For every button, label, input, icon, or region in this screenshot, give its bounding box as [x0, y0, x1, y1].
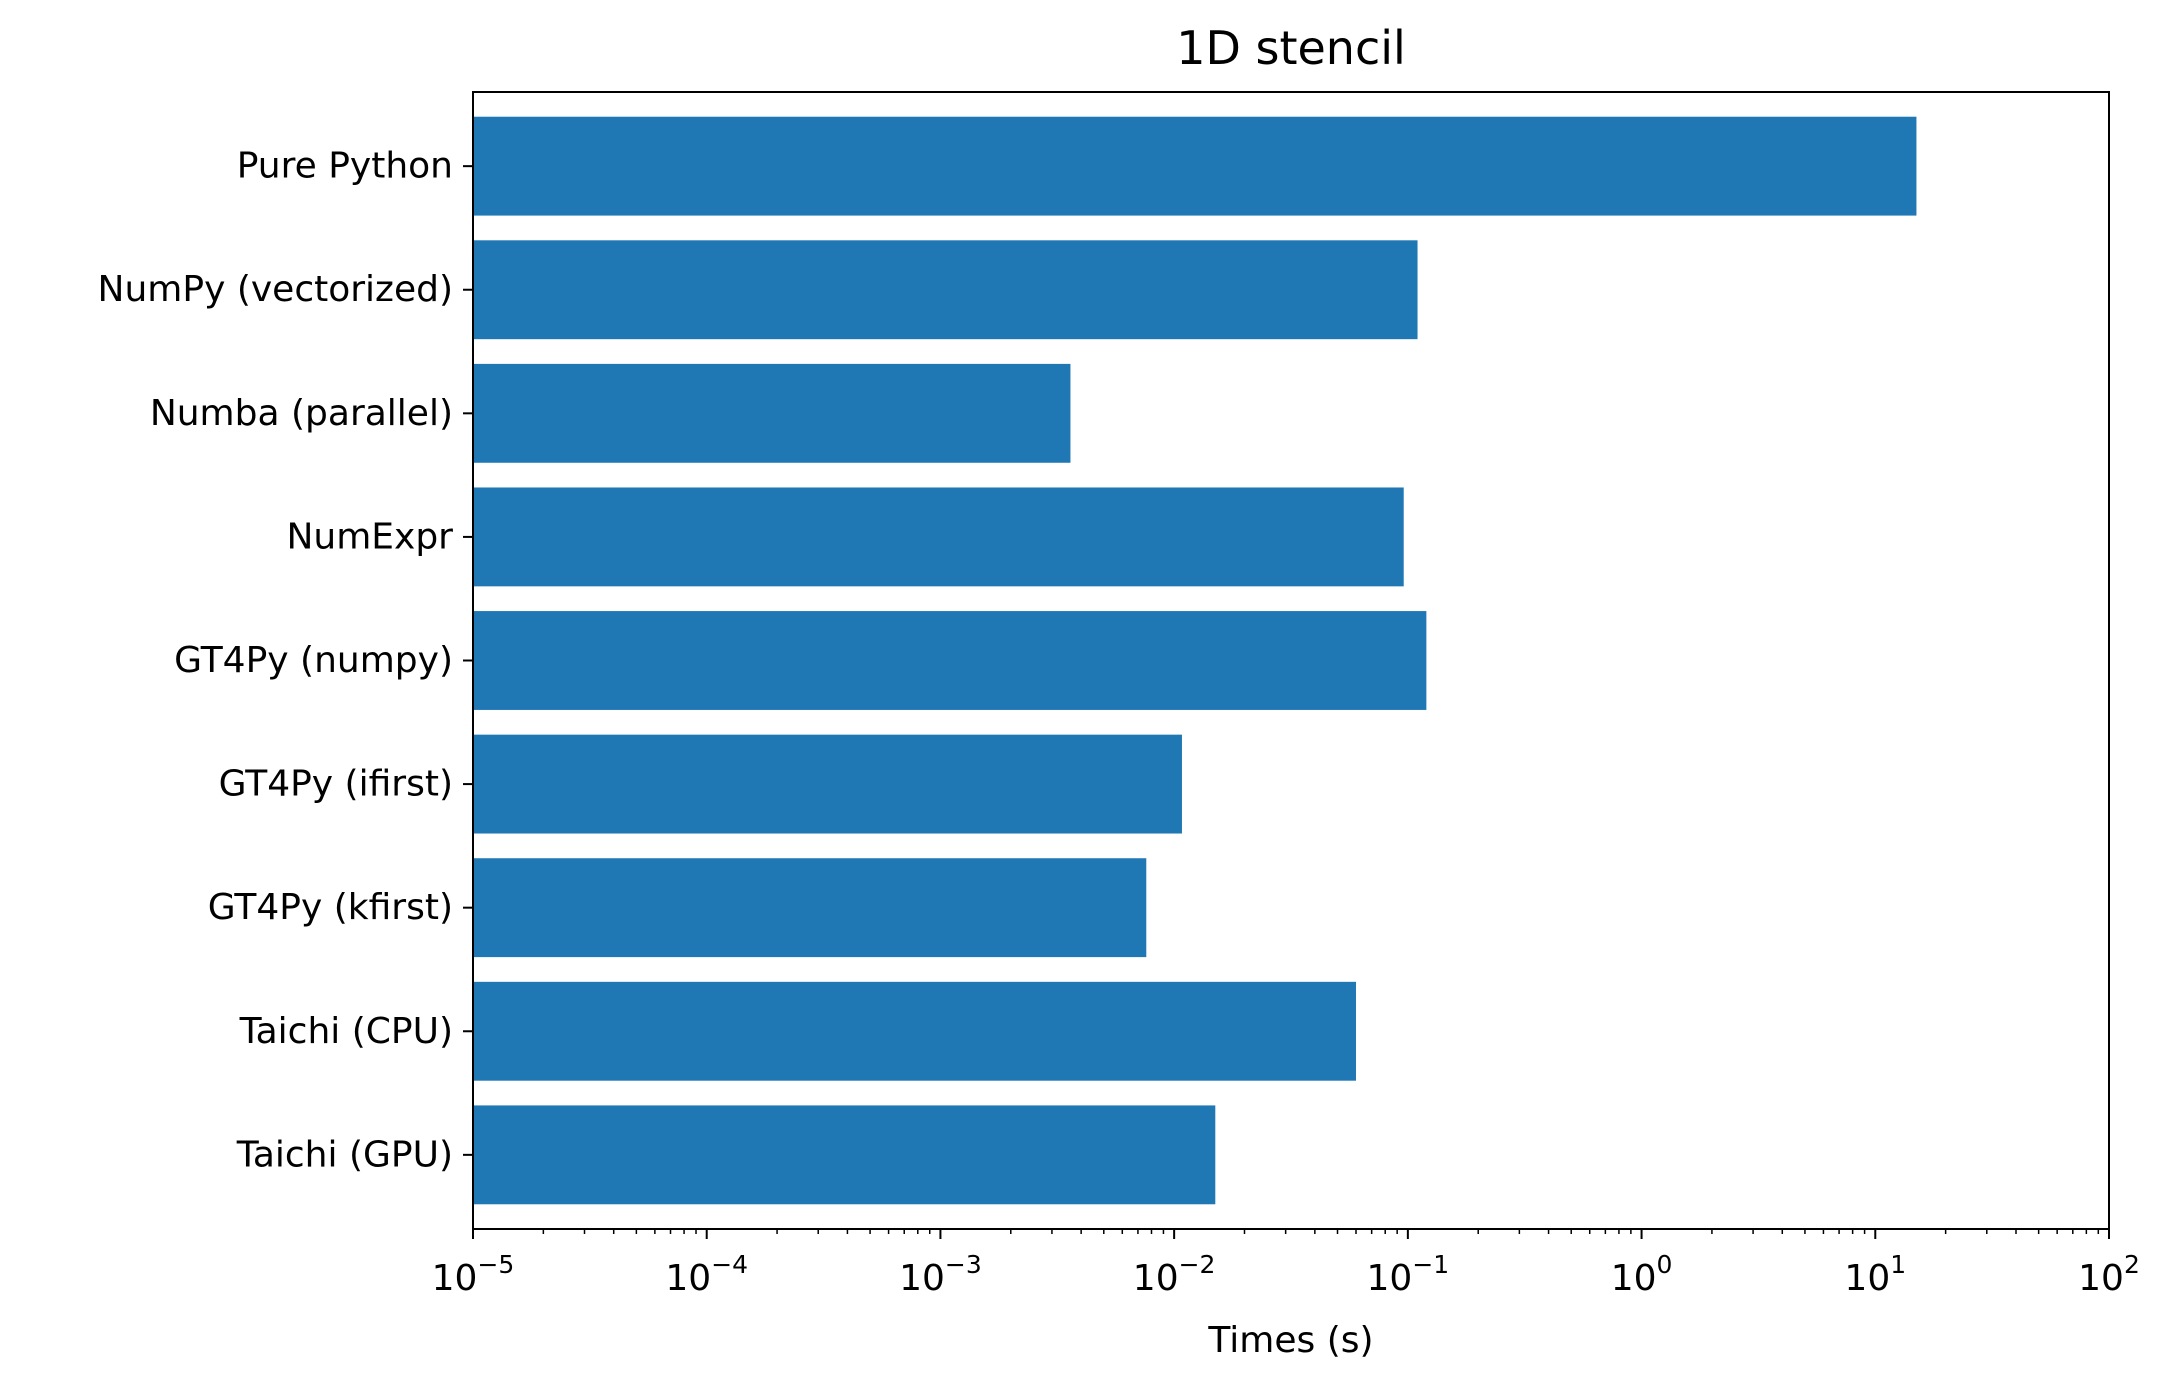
- chart-title: 1D stencil: [1176, 21, 1406, 75]
- y-tick-label: GT4Py (numpy): [174, 640, 453, 681]
- bar: [473, 116, 1917, 216]
- plot-frame: [472, 91, 2110, 1230]
- bar: [473, 487, 1404, 587]
- bar: [473, 981, 1357, 1081]
- y-tick-label: NumPy (vectorized): [98, 269, 453, 310]
- y-tick-label: GT4Py (kfirst): [208, 887, 453, 928]
- bar: [473, 734, 1182, 834]
- x-axis: 10−5 10−4 10−3 10−2 10−1 100 101 102: [432, 1229, 2140, 1299]
- x-tick-label: 10−1: [1367, 1250, 1450, 1299]
- x-tick-label: 10−5: [432, 1250, 515, 1299]
- x-tick-label: 100: [1611, 1250, 1673, 1299]
- x-tick-label: 10−4: [665, 1250, 748, 1299]
- y-tick-label: NumExpr: [286, 516, 453, 557]
- bar: [473, 611, 1427, 710]
- x-tick-label: 10−2: [1133, 1250, 1216, 1299]
- bars: [473, 116, 1917, 1205]
- bar: [473, 240, 1418, 340]
- y-tick-label: Taichi (CPU): [239, 1011, 453, 1052]
- y-tick-label: Pure Python: [237, 146, 453, 187]
- y-tick-label: GT4Py (ifirst): [219, 764, 453, 805]
- y-axis: Pure Python NumPy (vectorized) Numba (para…: [98, 146, 473, 1175]
- bar: [473, 1105, 1216, 1205]
- bar: [473, 363, 1071, 463]
- x-tick-label: 101: [1844, 1250, 1906, 1299]
- y-tick-label: Numba (parallel): [150, 393, 453, 434]
- y-tick-label: Taichi (GPU): [236, 1134, 453, 1175]
- x-tick-label: 102: [2078, 1250, 2140, 1299]
- bar: [473, 858, 1147, 958]
- x-tick-label: 10−3: [899, 1250, 982, 1299]
- x-axis-label: Times (s): [1207, 1320, 1373, 1361]
